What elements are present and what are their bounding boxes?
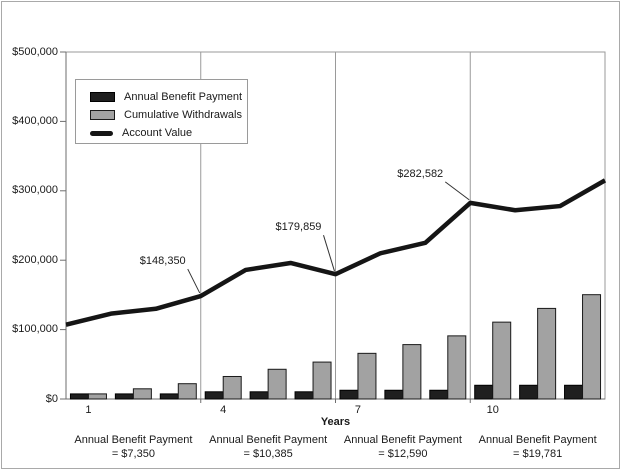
account-value-annotation: $282,582 [397,167,444,180]
y-axis-label: $0 [45,392,58,405]
cumulative-withdrawals-bar [312,361,332,400]
annual-benefit-payment-bar [519,384,539,400]
x-axis-label: 4 [220,404,227,416]
annual-benefit-payment-bar [114,393,134,400]
annotation-callout-line [444,181,470,201]
legend-entry-annual-benefit-payment: Annual Benefit Payment [90,88,247,106]
y-axis-label: $300,000 [12,184,58,197]
annual-benefit-payment-bar [474,384,494,400]
cumulative-withdrawals-bar [537,307,557,400]
cumulative-withdrawals-bar [357,352,377,400]
legend-entry-cumulative-withdrawals: Cumulative Withdrawals [90,106,247,124]
footnote-value: = $10,385 [243,448,293,460]
cumulative-withdrawals-bar [177,383,197,400]
account-value-annotation: $179,859 [275,221,322,234]
benefit-payment-footnote: Annual Benefit Payment = $7,350 [58,433,208,461]
y-axis-label: $400,000 [12,114,58,127]
footnote-title: Annual Benefit Payment [209,434,328,446]
annual-benefit-payment-bar [204,391,224,400]
cumulative-withdrawals-bar [447,335,467,400]
benefit-payment-footnote: Annual Benefit Payment = $12,590 [328,433,478,461]
cumulative-withdrawals-bar [87,393,107,400]
x-axis-label: 1 [85,404,92,416]
cumulative-withdrawals-bar [582,294,602,400]
footnote-title: Annual Benefit Payment [478,434,597,446]
black-bar-swatch-icon [90,92,115,102]
legend-entry-account-value: Account Value [90,124,247,142]
annual-benefit-payment-bar [384,389,404,400]
annual-benefit-payment-bar [339,389,359,400]
annual-benefit-payment-bar [429,389,449,400]
legend: Annual Benefit Payment Cumulative Withdr… [75,79,248,144]
legend-label: Annual Benefit Payment [124,91,243,103]
cumulative-withdrawals-bar [492,321,512,400]
cumulative-withdrawals-bar [132,388,152,400]
account-value-line [65,178,607,327]
annotation-callout-line [323,235,335,272]
x-axis-label: 10 [486,404,499,416]
footnote-value: = $12,590 [378,448,428,460]
footnote-title: Annual Benefit Payment [74,434,193,446]
benefit-payment-footnote: Annual Benefit Payment = $10,385 [193,433,343,461]
annual-benefit-payment-bar [249,391,269,400]
legend-label: Account Value [122,127,193,139]
y-axis-label: $500,000 [12,45,58,58]
cumulative-withdrawals-bar [222,375,242,400]
x-axis-label: 7 [354,404,362,416]
annual-benefit-payment-bar [69,393,89,400]
footnote-value: = $19,781 [513,448,563,460]
cumulative-withdrawals-bar [402,344,422,400]
y-axis-label: $100,000 [12,323,58,336]
x-axis-title: Years [320,416,351,428]
benefit-payment-footnote: Annual Benefit Payment = $19,781 [463,433,613,461]
annual-benefit-payment-bar [159,393,179,400]
legend-label: Cumulative Withdrawals [124,109,242,121]
annual-benefit-payment-bar [564,384,584,400]
account-value-annotation: $148,350 [139,255,186,268]
cumulative-withdrawals-bar [267,368,287,400]
annotation-callout-line [187,268,201,294]
annual-benefit-payment-bar [294,391,314,400]
gray-bar-swatch-icon [90,110,115,120]
footnote-title: Annual Benefit Payment [343,434,462,446]
line-swatch-icon [90,131,113,136]
y-axis-label: $200,000 [12,253,58,266]
footnote-value: = $7,350 [111,448,155,460]
